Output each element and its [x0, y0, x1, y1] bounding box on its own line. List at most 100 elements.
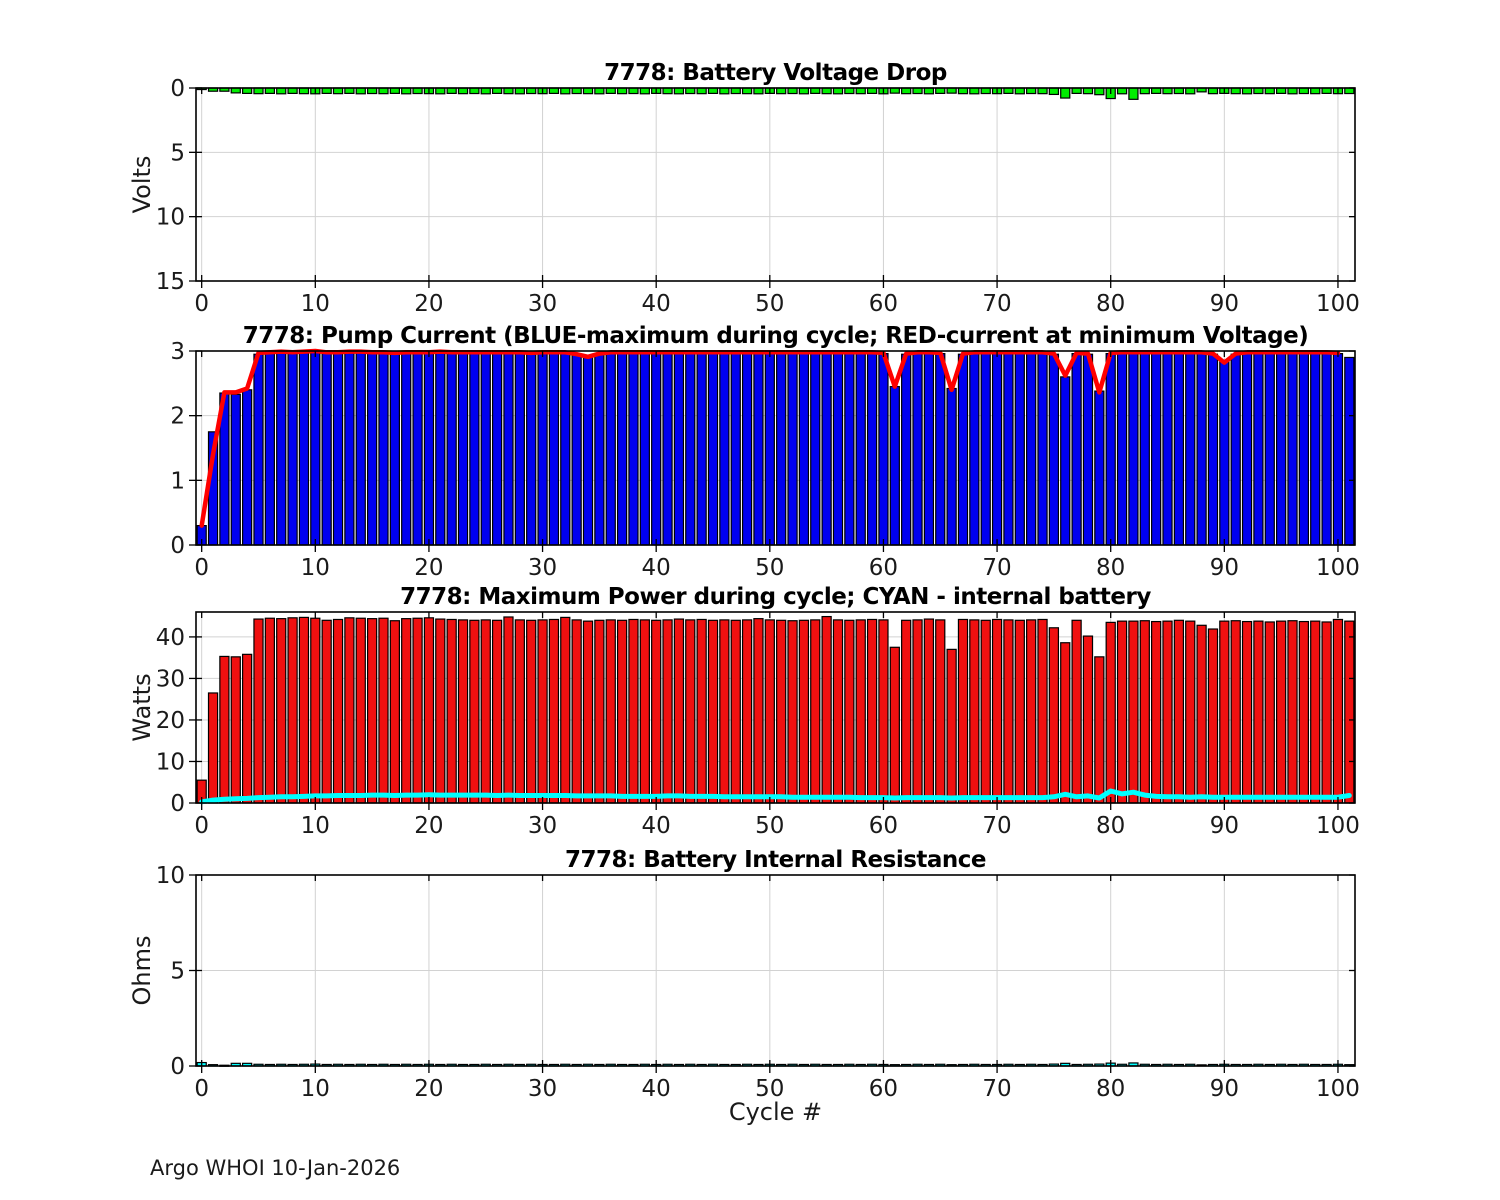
y-tick-label: 0	[170, 1054, 185, 1080]
bar	[1162, 620, 1173, 804]
bar	[446, 87, 457, 95]
bar	[730, 87, 741, 95]
x-tick-label: 0	[194, 291, 209, 317]
bar	[1071, 87, 1082, 95]
bar	[366, 352, 378, 546]
bar	[741, 87, 753, 95]
bar	[1196, 352, 1207, 546]
bar	[844, 87, 855, 95]
bar	[230, 656, 241, 804]
bar	[469, 619, 480, 804]
bar	[662, 352, 673, 546]
bar	[776, 87, 787, 95]
bar	[1082, 87, 1094, 95]
bar	[741, 619, 753, 804]
x-tick-label: 30	[528, 291, 557, 317]
tick-marks	[189, 87, 1355, 288]
bar	[321, 352, 332, 546]
x-tick-label: 50	[755, 555, 784, 581]
x-tick-label: 40	[642, 813, 671, 839]
bar	[957, 618, 969, 804]
bar	[957, 353, 969, 546]
x-tick-label: 30	[528, 1076, 557, 1102]
x-tick-label: 20	[414, 291, 443, 317]
bar	[798, 87, 810, 95]
axes-box	[195, 87, 1356, 282]
bar	[560, 352, 571, 546]
bar	[696, 87, 707, 95]
bar	[1162, 87, 1173, 95]
bar	[1026, 87, 1037, 95]
bar	[1105, 352, 1116, 546]
plot-area	[196, 351, 1355, 545]
bar	[1344, 620, 1355, 804]
bar	[719, 87, 730, 95]
bar	[1173, 352, 1185, 546]
x-tick-label: 60	[869, 555, 898, 581]
bar	[401, 352, 412, 546]
bar	[594, 619, 605, 804]
bar	[457, 87, 469, 95]
bar	[1094, 87, 1105, 96]
bar	[821, 87, 832, 95]
x-tick-label: 10	[301, 291, 330, 317]
bar	[685, 352, 696, 546]
bar	[1060, 376, 1071, 546]
bar	[935, 352, 946, 546]
bar	[685, 619, 696, 804]
x-tick-label: 80	[1096, 1076, 1125, 1102]
bar	[378, 617, 389, 804]
bar	[310, 350, 321, 546]
bar	[1264, 87, 1275, 95]
bar	[480, 87, 491, 95]
y-axis-label: Ohms	[128, 936, 156, 1006]
x-tick-label: 20	[414, 555, 443, 581]
bar	[1230, 620, 1241, 804]
bar	[276, 352, 287, 546]
bar	[321, 619, 332, 804]
bar	[1128, 352, 1139, 546]
bar	[673, 618, 685, 804]
bar	[901, 619, 912, 804]
x-tick-label: 100	[1316, 813, 1360, 839]
bar	[446, 618, 457, 804]
bar	[832, 87, 844, 95]
bar	[628, 87, 639, 95]
bar	[1310, 620, 1321, 804]
bar	[1048, 87, 1060, 96]
x-tick-label: 50	[755, 1076, 784, 1102]
bar	[616, 352, 628, 546]
bar	[412, 352, 423, 546]
bar	[1003, 87, 1014, 95]
bar	[594, 87, 605, 95]
bar	[1094, 656, 1105, 804]
bar	[810, 619, 821, 804]
bar	[1230, 87, 1241, 95]
bar	[1332, 618, 1344, 804]
bar	[696, 352, 707, 546]
x-tick-label: 10	[301, 1076, 330, 1102]
bar	[514, 87, 525, 95]
bar	[1139, 352, 1150, 546]
bar	[889, 646, 900, 804]
x-tick-label: 40	[642, 1076, 671, 1102]
bar	[264, 87, 275, 95]
bar	[1298, 620, 1310, 804]
bar	[1287, 87, 1298, 95]
bar	[866, 87, 878, 95]
bar	[264, 352, 275, 546]
bar	[344, 352, 355, 546]
bar	[707, 87, 719, 95]
bar	[1116, 352, 1128, 546]
bar	[946, 387, 957, 546]
bar	[298, 87, 310, 95]
plot-area	[196, 612, 1355, 803]
x-tick-label: 60	[869, 813, 898, 839]
chart-title: 7778: Battery Internal Resistance	[565, 847, 986, 873]
x-tick-label: 40	[642, 555, 671, 581]
bar	[821, 615, 832, 804]
bar	[253, 353, 264, 546]
x-tick-label: 40	[642, 291, 671, 317]
